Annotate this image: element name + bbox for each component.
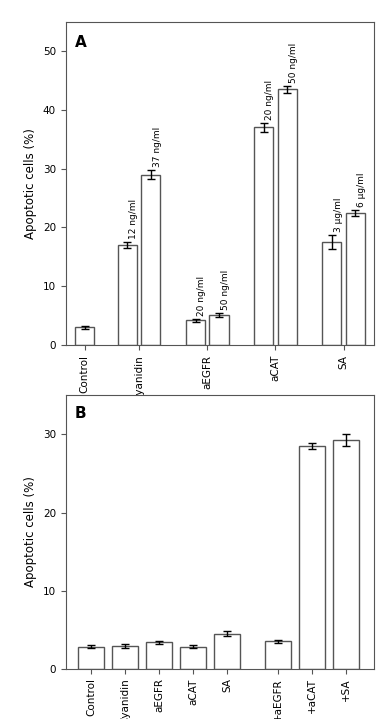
Y-axis label: Apoptotic cells (%): Apoptotic cells (%) [24, 128, 37, 239]
Bar [300, 446, 325, 669]
Bar [214, 633, 240, 669]
Bar [112, 646, 138, 669]
Bar [346, 213, 365, 345]
Text: 20 ng/ml: 20 ng/ml [197, 275, 206, 316]
Bar [180, 647, 206, 669]
Y-axis label: Apoptotic cells (%): Apoptotic cells (%) [24, 477, 37, 587]
Text: 20 ng/ml: 20 ng/ml [266, 80, 274, 120]
Bar [278, 89, 297, 345]
Bar [209, 315, 229, 345]
Bar [78, 647, 104, 669]
Text: 50 ng/ml: 50 ng/ml [289, 42, 298, 83]
Bar [334, 440, 359, 669]
Text: A: A [75, 35, 86, 50]
Bar [118, 245, 137, 345]
Text: 6 μg/ml: 6 μg/ml [357, 173, 366, 207]
Text: 37 ng/ml: 37 ng/ml [152, 127, 161, 167]
Text: B: B [75, 406, 86, 421]
Text: 12 ng/ml: 12 ng/ml [129, 199, 138, 239]
Bar [265, 641, 291, 669]
Bar [75, 327, 94, 345]
Text: 50 ng/ml: 50 ng/ml [221, 270, 230, 311]
Bar [146, 642, 172, 669]
Bar [141, 175, 161, 345]
Bar [254, 127, 273, 345]
Bar [322, 242, 341, 345]
Text: 3 μg/ml: 3 μg/ml [334, 198, 342, 232]
Bar [186, 321, 205, 345]
